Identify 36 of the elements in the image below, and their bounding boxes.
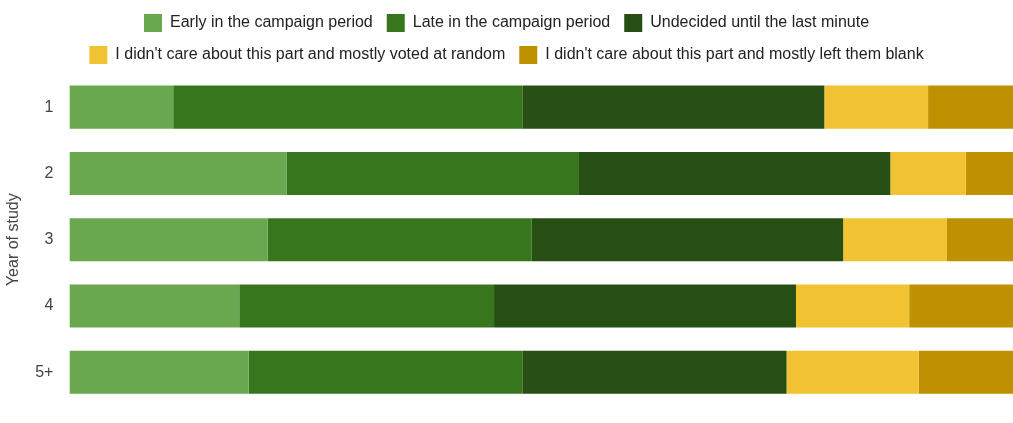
legend-label: Undecided until the last minute [650,13,870,31]
bar [69,151,287,195]
y-tick-label: 4 [44,296,54,314]
y-tick-label: 2 [44,163,54,181]
legend-label: I didn't care about this part and mostly voted at random [115,45,506,63]
y-tick-label: 1 [44,97,54,115]
bar [531,218,844,262]
bar [69,85,174,129]
bar [965,151,1013,195]
legend-label: Late in the campaign period [412,13,611,31]
y-tick-label: 3 [44,230,54,248]
bar [795,284,910,328]
bar [890,151,966,195]
bar [239,284,495,328]
y-axis-title: Year of study [4,193,22,287]
y-tick-label: 5+ [35,362,54,380]
bar [69,284,240,328]
bar [69,218,268,262]
bar [918,350,1013,394]
bar [248,350,523,394]
bar [578,151,891,195]
bar [267,218,532,262]
bar [69,350,249,394]
bar [928,85,1013,129]
bar [786,350,919,394]
bar [824,85,929,129]
bar [843,218,947,262]
legend-label: I didn't care about this part and mostly left them blank [545,45,925,63]
bar [909,284,1013,328]
bar [173,85,523,129]
bar [286,151,579,195]
bar [946,218,1013,262]
bar [494,284,796,328]
bar [522,350,787,394]
legend-label: Early in the campaign period [169,13,373,31]
bar [522,85,825,129]
